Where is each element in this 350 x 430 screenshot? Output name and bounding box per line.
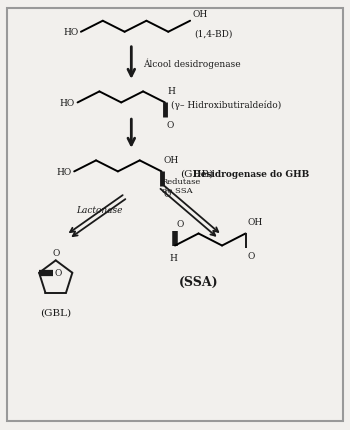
Text: (GHB): (GHB) [180, 169, 213, 178]
Text: O: O [52, 249, 60, 257]
Text: O: O [177, 220, 184, 229]
Text: (γ– Hidroxibutiraldeído): (γ– Hidroxibutiraldeído) [171, 100, 281, 110]
Text: OH: OH [248, 218, 263, 226]
Text: (SSA): (SSA) [179, 276, 218, 289]
Text: Redutase
do SSA: Redutase do SSA [162, 177, 201, 194]
Text: OH: OH [164, 156, 179, 164]
Text: Lactonase: Lactonase [76, 206, 122, 214]
Text: OH: OH [193, 10, 208, 19]
Text: HO: HO [56, 168, 71, 176]
Text: Desidrogenase do GHB: Desidrogenase do GHB [194, 169, 310, 178]
Text: HO: HO [60, 99, 75, 108]
Text: (1,4-BD): (1,4-BD) [194, 29, 232, 38]
Text: O: O [247, 251, 254, 260]
Text: O: O [167, 121, 174, 130]
Text: O: O [55, 269, 62, 278]
Text: HO: HO [63, 28, 78, 37]
Text: Álcool desidrogenase: Álcool desidrogenase [143, 58, 241, 69]
Text: (GBL): (GBL) [40, 307, 71, 316]
Text: O: O [163, 190, 170, 199]
Text: H: H [169, 254, 177, 262]
Text: H: H [167, 87, 175, 95]
